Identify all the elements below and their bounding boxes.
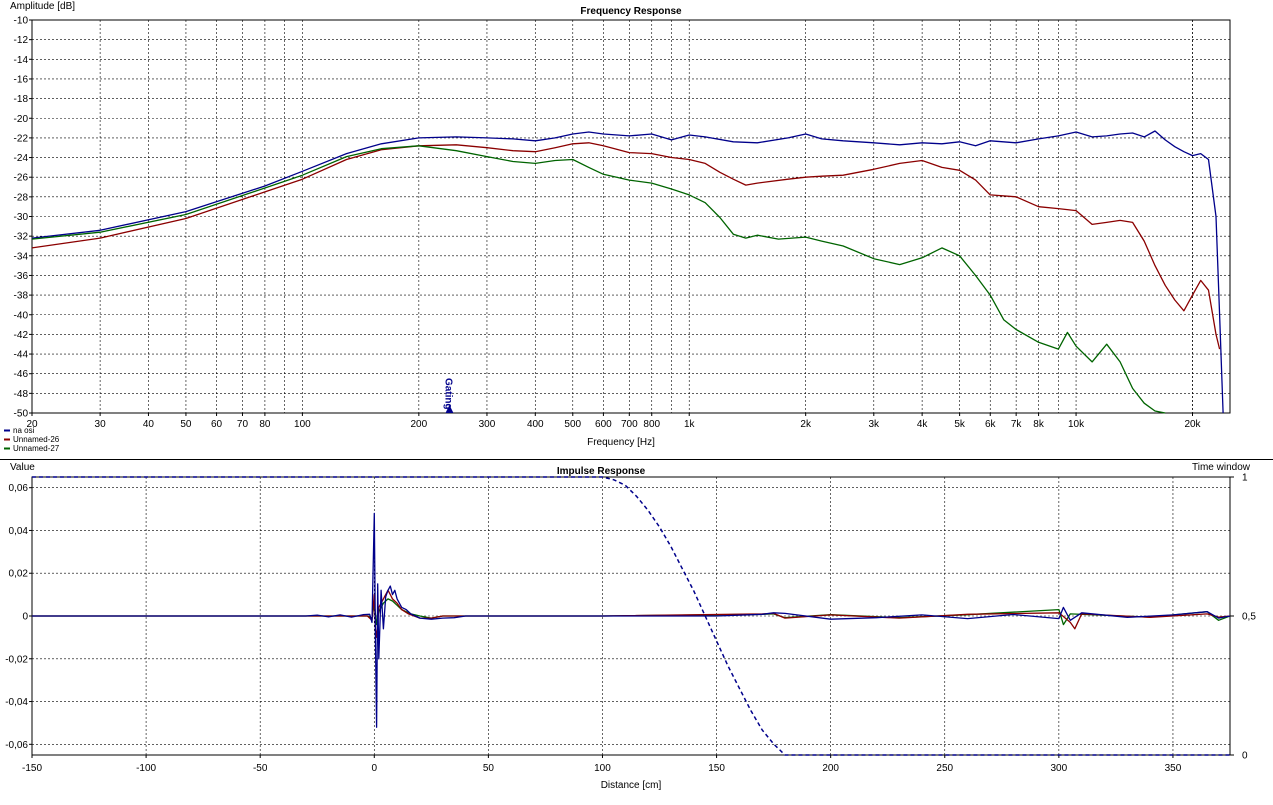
ir-x-tick-label: 350 (1165, 763, 1182, 774)
ir-x-tick-label: 50 (483, 763, 495, 774)
fr-series-line (31, 145, 1166, 414)
fr-y-tick-label: -12 (14, 35, 29, 46)
ir-y-tick-label: -0,02 (5, 654, 28, 665)
fr-y-tick-label: -14 (14, 55, 29, 66)
fr-y-tick-label: -48 (14, 389, 29, 400)
fr-y-tick-label: -42 (14, 330, 29, 341)
fr-x-tick-label: 800 (643, 419, 660, 430)
fr-x-tick-label: 50 (180, 419, 192, 430)
ir-x-tick-label: 200 (822, 763, 839, 774)
ir-y2-tick-label: 0 (1242, 751, 1248, 762)
fr-x-tick-label: 7k (1011, 419, 1023, 430)
fr-x-tick-label: 100 (294, 419, 311, 430)
fr-series-line (31, 142, 1221, 350)
fr-y-tick-label: -32 (14, 232, 29, 243)
ir-y-tick-label: 0,02 (9, 569, 29, 580)
ir-x-tick-label: -100 (136, 763, 156, 774)
fr-y-tick-label: -50 (14, 409, 29, 420)
ir-y-tick-label: 0,06 (9, 483, 29, 494)
ir-y-tick-label: 0,04 (9, 526, 29, 537)
fr-title: Frequency Response (580, 6, 682, 17)
fr-x-tick-label: 600 (595, 419, 612, 430)
ir-y-axis-title: Value (10, 462, 35, 473)
fr-x-axis-title: Frequency [Hz] (587, 437, 655, 448)
fr-x-tick-label: 60 (211, 419, 223, 430)
fr-x-tick-label: 500 (564, 419, 581, 430)
ir-y2-tick-label: 1 (1242, 473, 1248, 484)
fr-x-tick-label: 40 (143, 419, 155, 430)
fr-y-tick-label: -10 (14, 16, 29, 27)
time-window-line (32, 476, 1230, 756)
fr-x-tick-label: 5k (954, 419, 966, 430)
gating-marker (445, 405, 454, 413)
ir-x-tick-label: 150 (708, 763, 725, 774)
ir-x-tick-label: -50 (253, 763, 268, 774)
fr-y-tick-label: -44 (14, 350, 29, 361)
frequency-response-chart: -10 -12 -14 -16 -18 -20 -22 -24 -26 -28 -30 -32 -34 -… (0, 1, 1273, 460)
impulse-response-chart: -150 -100 -50 0 50 100 150 200 250 300 3500,060,04… (5, 462, 1256, 791)
fr-x-tick-label: 6k (985, 419, 997, 430)
ir-y-tick-label: -0,06 (5, 740, 28, 751)
fr-x-tick-label: 2k (800, 419, 812, 430)
fr-y-tick-label: -34 (14, 251, 29, 262)
ir-title: Impulse Response (557, 466, 646, 477)
fr-x-tick-label: 1k (684, 419, 696, 430)
fr-y-tick-label: -30 (14, 212, 29, 223)
legend-entry: Unnamed-26 (13, 435, 60, 444)
ir-y2-tick-label: 0,5 (1242, 612, 1256, 623)
fr-x-tick-label: 700 (621, 419, 638, 430)
fr-y-tick-label: -36 (14, 271, 29, 282)
fr-x-tick-label: 80 (259, 419, 271, 430)
fr-x-tick-label: 300 (479, 419, 496, 430)
fr-x-tick-label: 70 (237, 419, 249, 430)
legend-entry: na osi (13, 426, 35, 435)
legend-entry: Unnamed-27 (13, 444, 60, 453)
ir-x-tick-label: 100 (594, 763, 611, 774)
ir-y-tick-label: 0 (22, 612, 28, 623)
fr-x-tick-label: 20k (1184, 419, 1201, 430)
fr-y-tick-label: -18 (14, 94, 29, 105)
fr-x-tick-label: 8k (1033, 419, 1045, 430)
fr-x-tick-label: 30 (95, 419, 107, 430)
gating-label: Gating (442, 378, 453, 410)
fr-x-tick-label: 4k (917, 419, 929, 430)
fr-x-tick-label: 10k (1068, 419, 1085, 430)
fr-y-tick-label: -24 (14, 153, 29, 164)
ir-series-line (32, 512, 1231, 728)
ir-x-tick-label: -150 (22, 763, 42, 774)
ir-x-tick-label: 250 (936, 763, 953, 774)
ir-x-tick-label: 300 (1051, 763, 1068, 774)
fr-y-tick-label: -22 (14, 133, 29, 144)
fr-y-tick-label: -40 (14, 310, 29, 321)
fr-x-tick-label: 200 (410, 419, 427, 430)
fr-x-tick-label: 3k (869, 419, 881, 430)
fr-y-tick-label: -28 (14, 192, 29, 203)
fr-x-tick-label: 20 (26, 419, 38, 430)
fr-y-tick-label: -38 (14, 291, 29, 302)
fr-y-axis-title: Amplitude [dB] (10, 1, 75, 12)
ir-x-tick-label: 0 (372, 763, 378, 774)
fr-y-tick-label: -26 (14, 173, 29, 184)
fr-series-line (31, 130, 1224, 414)
ir-y-tick-label: -0,04 (5, 697, 28, 708)
fr-plot-frame (31, 19, 1231, 414)
fr-x-tick-label: 400 (527, 419, 544, 430)
ir-x-axis-title: Distance [cm] (601, 780, 662, 791)
fr-y-tick-label: -16 (14, 74, 29, 85)
fr-y-tick-label: -20 (14, 114, 29, 125)
fr-y-tick-label: -46 (14, 369, 29, 380)
ir-y2-axis-title: Time window (1192, 462, 1251, 473)
